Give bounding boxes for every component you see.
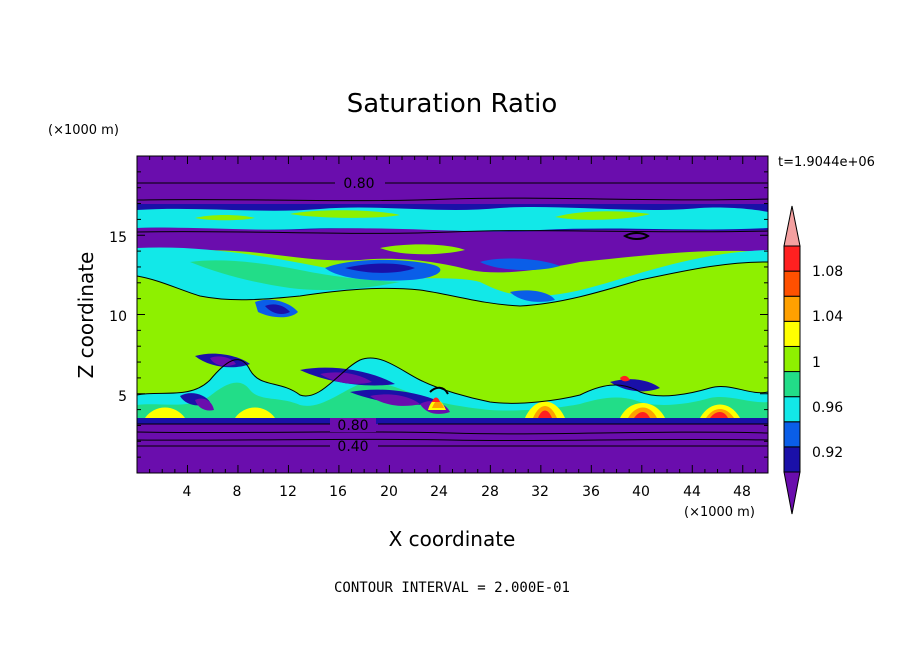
x-tick-label: 8 — [233, 484, 242, 500]
x-tick-label: 40 — [632, 484, 650, 500]
colorbar-label: 1.04 — [812, 309, 843, 325]
green-mid-layer — [190, 260, 400, 290]
colorbar-label: 0.92 — [812, 445, 843, 461]
colorbar-swatch — [783, 295, 801, 322]
colorbar-label: 0.96 — [812, 400, 843, 416]
x-tick-label: 12 — [279, 484, 297, 500]
y-axis-ticks — [137, 171, 768, 458]
x-axis-label: X coordinate — [389, 527, 516, 551]
y-tick-label: 15 — [109, 230, 127, 246]
x-tick-label: 48 — [733, 484, 751, 500]
chart-title: Saturation Ratio — [347, 89, 558, 119]
colorbar-swatch — [783, 245, 801, 272]
surface-blue-edge — [137, 418, 768, 424]
colorbar-swatch — [783, 421, 801, 448]
x-tick-label: 20 — [380, 484, 398, 500]
y-tick-label: 10 — [109, 309, 127, 325]
colorbar-swatch — [783, 446, 801, 473]
x-tick-label: 32 — [531, 484, 549, 500]
contour-label-mid: 0.80 — [337, 418, 368, 434]
colorbar-high-triangle — [783, 205, 801, 247]
y-units-label: (×1000 m) — [48, 123, 119, 138]
x-tick-label: 36 — [582, 484, 600, 500]
contour-label-low: 0.40 — [337, 439, 368, 455]
contour-label-group: 0.80 0.80 0.40 — [330, 175, 382, 455]
colorbar-labels: 1.08 1.04 1 0.96 0.92 — [812, 264, 843, 461]
y-tick-labels: 5 10 15 — [109, 230, 127, 405]
purple-streaks — [195, 356, 450, 414]
green-pocket-13km — [380, 244, 465, 255]
x-tick-labels: 4 8 12 16 20 24 28 32 36 40 44 48 — [183, 484, 751, 500]
colorbar-swatch — [783, 396, 801, 423]
colorbar — [783, 205, 801, 515]
contour-interval-footer: CONTOUR INTERVAL = 2.000E-01 — [334, 580, 570, 596]
navy-pocket-12km — [265, 263, 415, 314]
x-tick-label: 16 — [329, 484, 347, 500]
colorbar-swatch — [783, 320, 801, 347]
x-tick-label: 4 — [183, 484, 192, 500]
contour-lines — [137, 182, 768, 447]
colorbar-swatch — [783, 270, 801, 297]
yellow-cells — [145, 399, 740, 418]
y-axis-label: Z coordinate — [74, 252, 98, 379]
colorbar-swatch — [783, 345, 801, 373]
x-units-label: (×1000 m) — [684, 505, 755, 520]
cyan-mid-layer — [137, 247, 768, 306]
x-tick-label: 44 — [683, 484, 701, 500]
colorbar-label: 1 — [812, 355, 821, 371]
lower-green-region — [137, 382, 768, 418]
colorbar-low-triangle — [783, 471, 801, 515]
time-label: t=1.9044e+06 — [778, 155, 875, 170]
y-tick-label: 5 — [118, 389, 127, 405]
contour-field — [137, 156, 768, 473]
colorbar-swatch — [783, 371, 801, 398]
x-tick-label: 24 — [430, 484, 448, 500]
top-band — [137, 156, 768, 204]
x-axis-ticks — [149, 156, 756, 473]
colorbar-label: 1.08 — [812, 264, 843, 280]
contour-label-top: 0.80 — [343, 176, 374, 192]
x-tick-label: 28 — [481, 484, 499, 500]
upper-green-pockets — [195, 210, 650, 221]
